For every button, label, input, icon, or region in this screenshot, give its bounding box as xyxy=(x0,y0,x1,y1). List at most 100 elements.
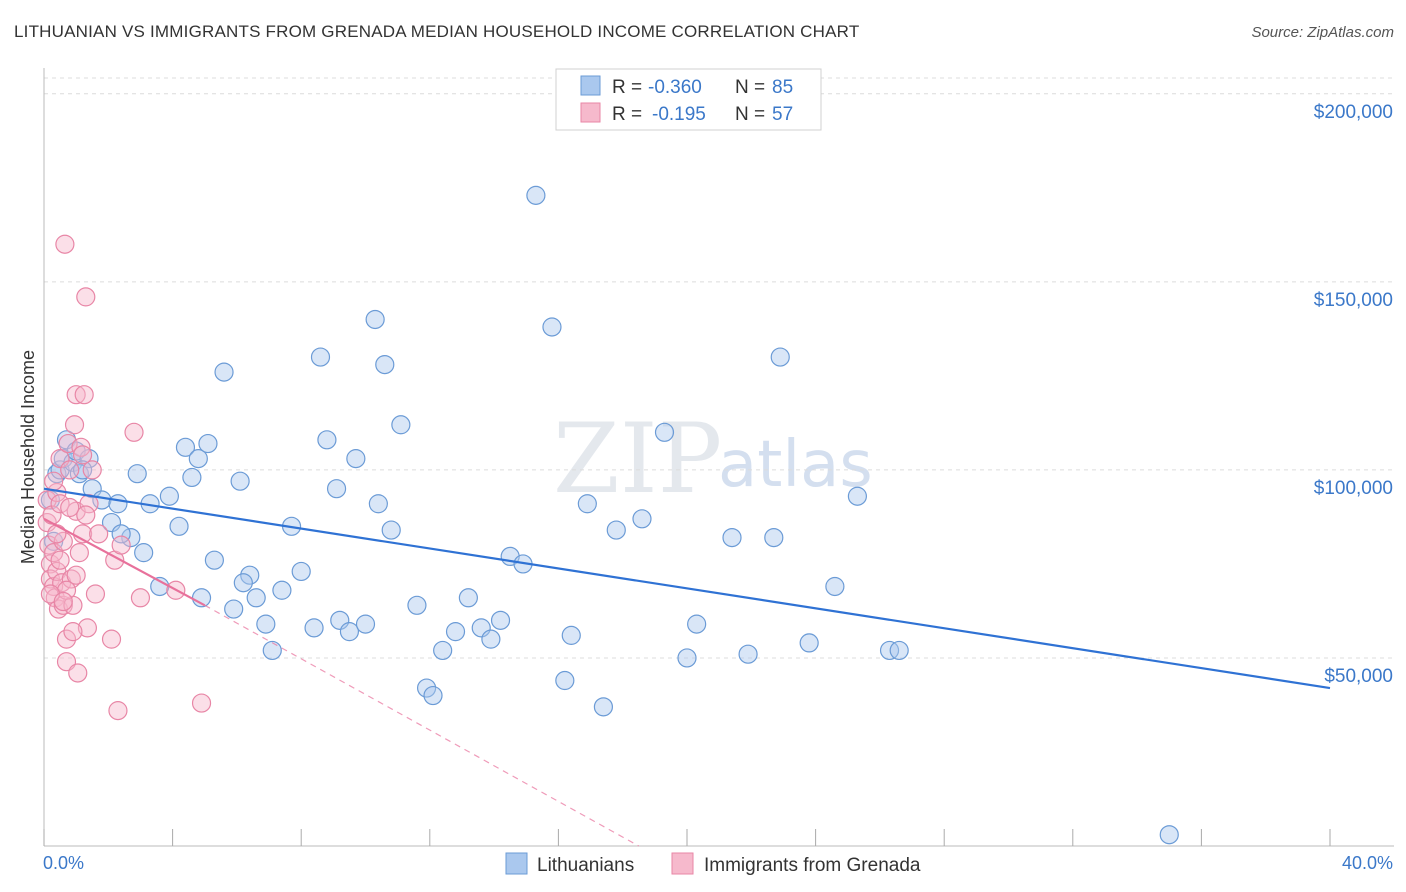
data-point xyxy=(561,625,581,645)
trend-line-lithuanians xyxy=(43,487,1331,690)
data-point xyxy=(738,644,758,664)
data-point xyxy=(423,685,443,706)
data-point xyxy=(375,354,395,375)
data-point xyxy=(654,422,675,442)
data-point xyxy=(879,640,900,661)
data-point xyxy=(407,595,427,615)
legend-n-value-1: 85 xyxy=(772,77,793,98)
data-point xyxy=(53,591,73,612)
data-point xyxy=(72,445,93,465)
data-point xyxy=(304,618,324,638)
data-point xyxy=(50,494,70,514)
data-point xyxy=(368,494,388,514)
data-point xyxy=(60,497,80,518)
data-point xyxy=(108,701,128,721)
data-point xyxy=(111,535,131,555)
legend-n-label-1: N = xyxy=(735,77,765,98)
data-point xyxy=(68,663,88,683)
data-point xyxy=(677,648,697,668)
watermark-atlas: atlas xyxy=(718,428,873,502)
data-point xyxy=(101,629,122,649)
data-point xyxy=(124,422,144,442)
data-point xyxy=(458,588,478,608)
data-point xyxy=(130,588,151,608)
legend-n-value-2: 57 xyxy=(772,104,793,125)
legend-r-value-1: -0.360 xyxy=(648,77,702,98)
data-point xyxy=(606,520,626,540)
data-point xyxy=(481,629,501,649)
data-point xyxy=(108,494,128,514)
data-point xyxy=(722,527,742,548)
data-point xyxy=(198,433,218,454)
bottom-legend-lithuanians: Lithuanians xyxy=(537,855,634,876)
data-point xyxy=(214,362,234,382)
data-point xyxy=(76,287,96,307)
data-point xyxy=(69,464,89,484)
data-point xyxy=(326,479,347,499)
data-point xyxy=(593,697,614,717)
data-point xyxy=(44,471,64,491)
data-point xyxy=(169,516,189,536)
data-point xyxy=(127,464,147,484)
data-point xyxy=(339,622,360,642)
data-point xyxy=(346,449,366,469)
data-point xyxy=(542,317,562,337)
data-point xyxy=(66,385,86,405)
data-point xyxy=(240,565,260,585)
data-point xyxy=(246,588,266,608)
watermark-zip: ZIP xyxy=(553,403,722,515)
data-point xyxy=(53,531,73,551)
data-point xyxy=(71,437,91,457)
bottom-legend-swatch-pink xyxy=(671,852,694,875)
data-point xyxy=(64,415,85,435)
data-point xyxy=(56,629,77,649)
data-point xyxy=(687,614,707,634)
data-point xyxy=(416,678,437,698)
lithuanians-points xyxy=(40,185,1179,845)
legend-n-label-2: N = xyxy=(735,104,765,125)
data-point xyxy=(632,509,652,529)
data-point xyxy=(365,309,385,330)
data-point xyxy=(63,622,83,642)
data-point xyxy=(291,561,311,582)
data-point xyxy=(77,618,98,638)
data-point xyxy=(56,580,77,600)
data-point xyxy=(121,527,141,548)
data-point xyxy=(175,437,196,457)
data-point xyxy=(233,573,253,593)
data-point xyxy=(355,614,376,634)
data-point xyxy=(526,185,546,205)
data-point xyxy=(317,430,337,450)
data-point xyxy=(490,610,511,630)
data-point xyxy=(555,670,575,691)
chart-title: LITHUANIAN VS IMMIGRANTS FROM GRENADA ME… xyxy=(14,22,860,41)
y-tick-label: $50,000 xyxy=(1324,666,1393,687)
data-point xyxy=(66,565,86,585)
data-point xyxy=(111,524,131,544)
y-tick-label: $150,000 xyxy=(1314,290,1393,311)
data-point xyxy=(381,520,401,540)
data-point xyxy=(159,486,179,506)
legend: R = -0.360 N = 85 R = -0.195 N = 57 xyxy=(555,68,822,131)
y-tick-label: $200,000 xyxy=(1314,102,1393,123)
x-tick-label-max: 40.0% xyxy=(1342,853,1393,873)
data-point xyxy=(76,505,96,525)
data-point xyxy=(272,580,292,600)
data-point xyxy=(230,471,250,491)
trend-line-grenada xyxy=(43,517,206,607)
data-point xyxy=(224,599,244,619)
data-point xyxy=(889,640,909,661)
data-point xyxy=(40,554,61,574)
axes xyxy=(43,68,1394,847)
data-point xyxy=(1159,825,1179,845)
data-point xyxy=(82,460,102,480)
y-axis-title: Median Household Income xyxy=(18,350,38,564)
data-point xyxy=(256,614,276,634)
data-point xyxy=(825,576,845,597)
data-point xyxy=(50,550,70,570)
data-point xyxy=(182,467,202,488)
data-point xyxy=(847,486,867,506)
data-point xyxy=(69,543,89,563)
data-point xyxy=(204,550,224,570)
